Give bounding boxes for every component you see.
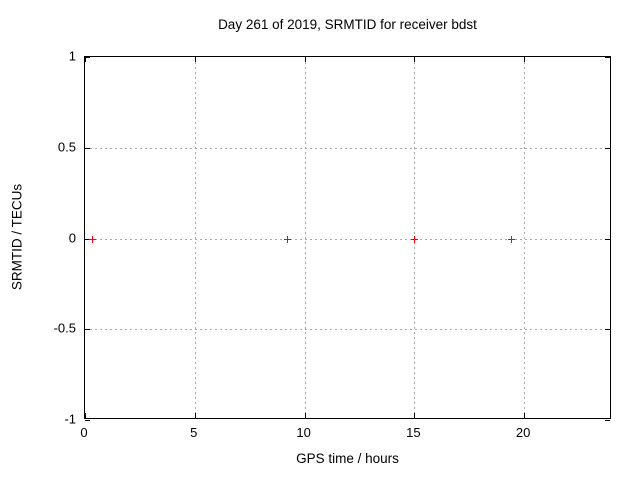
y-tick-label: -0.5 [53,320,76,336]
y-tick-mark-mirror [605,329,610,330]
x-axis-label: GPS time / hours [296,451,399,466]
x-tick-label: 0 [80,425,88,440]
x-tick-label: 5 [190,425,198,440]
data-point-plus [411,236,418,243]
gridline-vertical [195,57,196,418]
x-tick-mark [85,413,86,418]
x-tick-mark-mirror [305,57,306,62]
y-tick-mark-mirror [605,148,610,149]
gridline-horizontal [85,329,610,330]
x-tick-label: 20 [515,425,531,440]
y-tick-label: 1 [68,48,76,64]
y-tick-label: 0 [68,230,76,245]
y-tick-mark-mirror [605,239,610,240]
gridline-vertical [305,57,306,418]
x-tick-label: 10 [296,425,311,440]
y-tick-mark [85,239,90,240]
x-tick-mark-mirror [85,57,86,62]
data-point-plus [89,236,96,243]
x-tick-label: 15 [406,425,421,440]
data-point-plus [508,236,515,243]
y-tick-mark [85,420,90,421]
y-tick-mark-mirror [605,420,610,421]
y-tick-label: 0.5 [57,139,76,155]
y-tick-label: -1 [64,411,76,427]
x-tick-mark [305,413,306,418]
x-tick-mark-mirror [524,57,525,62]
x-tick-mark-mirror [195,57,196,62]
gridline-vertical [524,57,525,418]
y-tick-mark [85,57,90,58]
y-tick-mark-mirror [605,57,610,58]
x-tick-mark [524,413,525,418]
data-point-plus [284,236,291,243]
plot-area [84,56,611,421]
x-tick-mark [195,413,196,418]
gridline-horizontal [85,148,610,149]
x-tick-mark [414,413,415,418]
y-tick-mark [85,148,90,149]
gridline-horizontal [85,239,610,240]
y-tick-mark [85,329,90,330]
x-tick-mark-mirror [414,57,415,62]
chart-title: Day 261 of 2019, SRMTID for receiver bds… [218,17,477,32]
